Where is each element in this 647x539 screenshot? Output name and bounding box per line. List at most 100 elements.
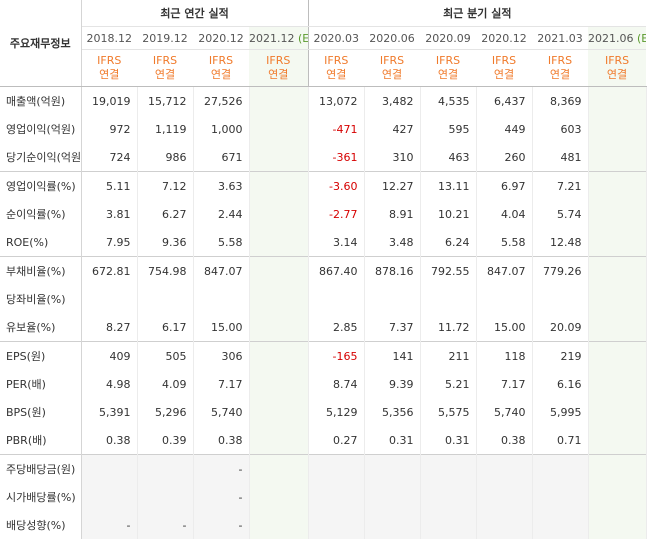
table-cell bbox=[249, 313, 309, 342]
table-cell bbox=[249, 454, 309, 483]
table-cell: 8.91 bbox=[364, 200, 421, 228]
table-row: 주당배당금(원) - bbox=[0, 454, 647, 483]
table-cell: 219 bbox=[532, 341, 589, 370]
row-label: 배당성향(%) bbox=[0, 511, 82, 539]
table-row: EPS(원) 409 505 306 -165 141 211 118 219 bbox=[0, 341, 647, 370]
row-label: 영업이익(억원) bbox=[0, 115, 82, 143]
table-cell bbox=[588, 143, 647, 172]
ifrs-consolidated-label: IFRS 연결 bbox=[81, 49, 137, 87]
table-cell: 481 bbox=[532, 143, 589, 172]
table-cell bbox=[420, 285, 477, 313]
row-label: 순이익률(%) bbox=[0, 200, 82, 228]
table-cell bbox=[532, 483, 589, 511]
table-cell: 260 bbox=[476, 143, 533, 172]
table-cell bbox=[476, 511, 533, 539]
table-cell bbox=[588, 398, 647, 426]
ifrs-text: IFRS bbox=[208, 54, 234, 67]
table-cell: 595 bbox=[420, 115, 477, 143]
table-cell bbox=[137, 483, 194, 511]
table-cell bbox=[588, 86, 647, 115]
table-cell: 4.98 bbox=[81, 370, 138, 398]
table-cell: 0.27 bbox=[307, 426, 365, 455]
table-cell: 12.48 bbox=[532, 228, 589, 257]
table-cell: 5,296 bbox=[137, 398, 194, 426]
table-cell: 5,740 bbox=[193, 398, 250, 426]
row-label: 부채비율(%) bbox=[0, 256, 82, 285]
table-cell bbox=[588, 200, 647, 228]
row-label: 시가배당률(%) bbox=[0, 483, 82, 511]
table-cell: 9.39 bbox=[364, 370, 421, 398]
estimate-marker: (E) bbox=[637, 31, 646, 45]
table-cell: 4,535 bbox=[420, 86, 477, 115]
row-label: 주당배당금(원) bbox=[0, 454, 82, 483]
table-cell: 15,712 bbox=[137, 86, 194, 115]
table-cell: 847.07 bbox=[476, 256, 533, 285]
table-cell: 0.31 bbox=[420, 426, 477, 455]
table-cell: -165 bbox=[307, 341, 365, 370]
table-cell: 463 bbox=[420, 143, 477, 172]
table-cell: 724 bbox=[81, 143, 138, 172]
consolidated-text: 연결 bbox=[326, 68, 347, 81]
table-cell bbox=[588, 115, 647, 143]
table-row: 영업이익(억원) 972 1,119 1,000 -471 427 595 449 603 bbox=[0, 115, 647, 143]
table-cell bbox=[249, 228, 309, 257]
table-cell: 7.17 bbox=[193, 370, 250, 398]
table-cell: 6.17 bbox=[137, 313, 194, 342]
table-cell bbox=[249, 171, 309, 200]
table-cell bbox=[420, 454, 477, 483]
table-row: 당기순이익(억원) 724 986 671 -361 310 463 260 481 bbox=[0, 143, 647, 172]
table-cell: 7.37 bbox=[364, 313, 421, 342]
table-cell: 13,072 bbox=[307, 86, 365, 115]
table-cell: 603 bbox=[532, 115, 589, 143]
table-cell: 8.74 bbox=[307, 370, 365, 398]
table-cell: 847.07 bbox=[193, 256, 250, 285]
table-cell: 7.17 bbox=[476, 370, 533, 398]
table-cell: 671 bbox=[193, 143, 250, 172]
table-cell: 6,437 bbox=[476, 86, 533, 115]
table-cell: - bbox=[193, 454, 250, 483]
period-label: 2021.06 bbox=[588, 31, 634, 45]
row-label: BPS(원) bbox=[0, 398, 82, 426]
period-header: 2020.12 bbox=[193, 26, 249, 50]
table-cell bbox=[249, 483, 309, 511]
table-cell: 672.81 bbox=[81, 256, 138, 285]
table-cell: 12.27 bbox=[364, 171, 421, 200]
table-cell bbox=[249, 200, 309, 228]
table-cell: 19,019 bbox=[81, 86, 138, 115]
table-cell: 10.21 bbox=[420, 200, 477, 228]
group-annual-header: 최근 연간 실적 bbox=[81, 0, 309, 27]
table-cell: 5.58 bbox=[193, 228, 250, 257]
table-cell bbox=[249, 426, 309, 455]
table-cell: 1,119 bbox=[137, 115, 194, 143]
table-row: 당좌비율(%) bbox=[0, 285, 647, 313]
row-label: 당기순이익(억원) bbox=[0, 143, 82, 172]
period-header: 2020.06 bbox=[364, 26, 421, 50]
table-cell bbox=[476, 454, 533, 483]
corner-label: 주요재무정보 bbox=[0, 0, 82, 87]
table-cell: 779.26 bbox=[532, 256, 589, 285]
table-cell: 6.27 bbox=[137, 200, 194, 228]
table-cell: 7.12 bbox=[137, 171, 194, 200]
table-cell: 3.14 bbox=[307, 228, 365, 257]
table-row: BPS(원) 5,391 5,296 5,740 5,129 5,356 5,575 5,74… bbox=[0, 398, 647, 426]
period-header: 2020.12 bbox=[476, 26, 533, 50]
ifrs-consolidated-label: IFRS 연결 bbox=[307, 49, 365, 87]
table-cell: 0.71 bbox=[532, 426, 589, 455]
table-cell: 5,129 bbox=[307, 398, 365, 426]
table-cell bbox=[364, 454, 421, 483]
table-cell: 986 bbox=[137, 143, 194, 172]
table-cell bbox=[532, 454, 589, 483]
period-header: 2020.03 bbox=[307, 26, 365, 50]
row-label: PBR(배) bbox=[0, 426, 82, 455]
table-cell bbox=[81, 483, 138, 511]
table-cell: 5,740 bbox=[476, 398, 533, 426]
table-cell: 141 bbox=[364, 341, 421, 370]
table-cell: 7.95 bbox=[81, 228, 138, 257]
table-cell bbox=[588, 483, 647, 511]
table-cell: 11.72 bbox=[420, 313, 477, 342]
ifrs-consolidated-label: IFRS 연결 bbox=[532, 49, 589, 87]
ifrs-consolidated-label: IFRS 연결 bbox=[364, 49, 421, 87]
table-cell bbox=[588, 341, 647, 370]
table-row: ROE(%) 7.95 9.36 5.58 3.14 3.48 6.24 5.58 12.48 bbox=[0, 228, 647, 257]
row-label: ROE(%) bbox=[0, 228, 82, 257]
